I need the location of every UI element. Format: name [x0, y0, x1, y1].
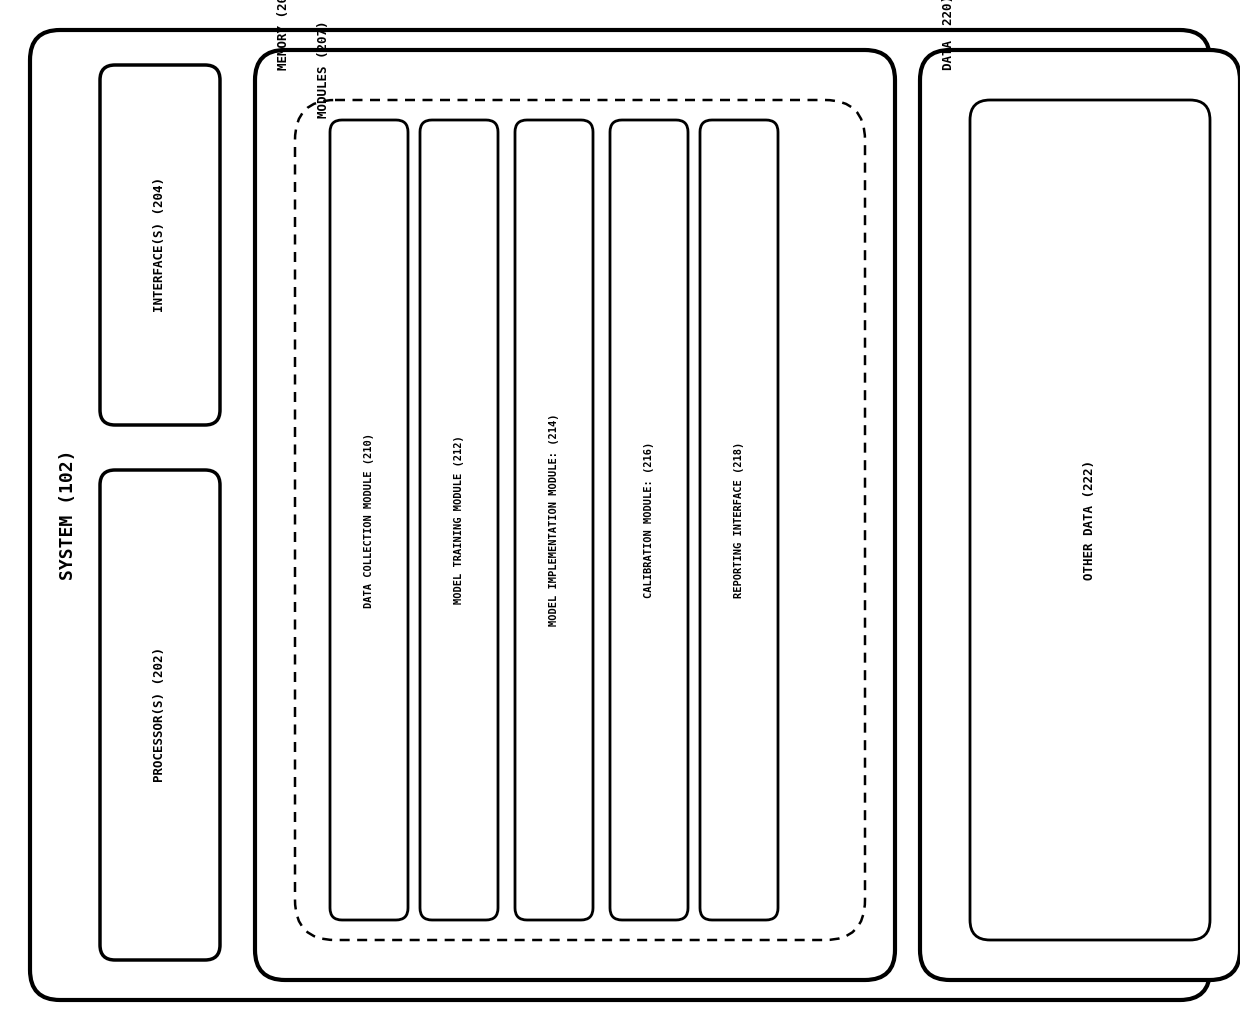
Text: MEMORY (206): MEMORY (206) — [277, 0, 290, 70]
Text: OTHER DATA (222): OTHER DATA (222) — [1084, 460, 1096, 580]
FancyBboxPatch shape — [970, 100, 1210, 940]
Text: DATA COLLECTION MODULE (210): DATA COLLECTION MODULE (210) — [365, 433, 374, 608]
Text: MODEL IMPLEMENTATION MODULE: (214): MODEL IMPLEMENTATION MODULE: (214) — [549, 414, 559, 626]
FancyBboxPatch shape — [330, 121, 408, 920]
FancyBboxPatch shape — [100, 470, 219, 960]
Text: PROCESSOR(S) (202): PROCESSOR(S) (202) — [154, 648, 166, 783]
FancyBboxPatch shape — [295, 100, 866, 940]
FancyBboxPatch shape — [515, 121, 593, 920]
Text: SYSTEM (102): SYSTEM (102) — [60, 450, 77, 580]
Text: MODEL TRAINING MODULE (212): MODEL TRAINING MODULE (212) — [454, 436, 464, 605]
Text: CALIBRATION MODULE: (216): CALIBRATION MODULE: (216) — [644, 442, 653, 598]
FancyBboxPatch shape — [420, 121, 498, 920]
Text: INTERFACE(S) (204): INTERFACE(S) (204) — [154, 177, 166, 312]
Text: REPORTING INTERFACE (218): REPORTING INTERFACE (218) — [734, 442, 744, 598]
FancyBboxPatch shape — [701, 121, 777, 920]
FancyBboxPatch shape — [255, 50, 895, 980]
FancyBboxPatch shape — [610, 121, 688, 920]
FancyBboxPatch shape — [100, 65, 219, 425]
Text: MODULES (207): MODULES (207) — [317, 21, 330, 118]
FancyBboxPatch shape — [30, 30, 1210, 1000]
Text: DATA (220): DATA (220) — [942, 0, 955, 70]
FancyBboxPatch shape — [920, 50, 1240, 980]
